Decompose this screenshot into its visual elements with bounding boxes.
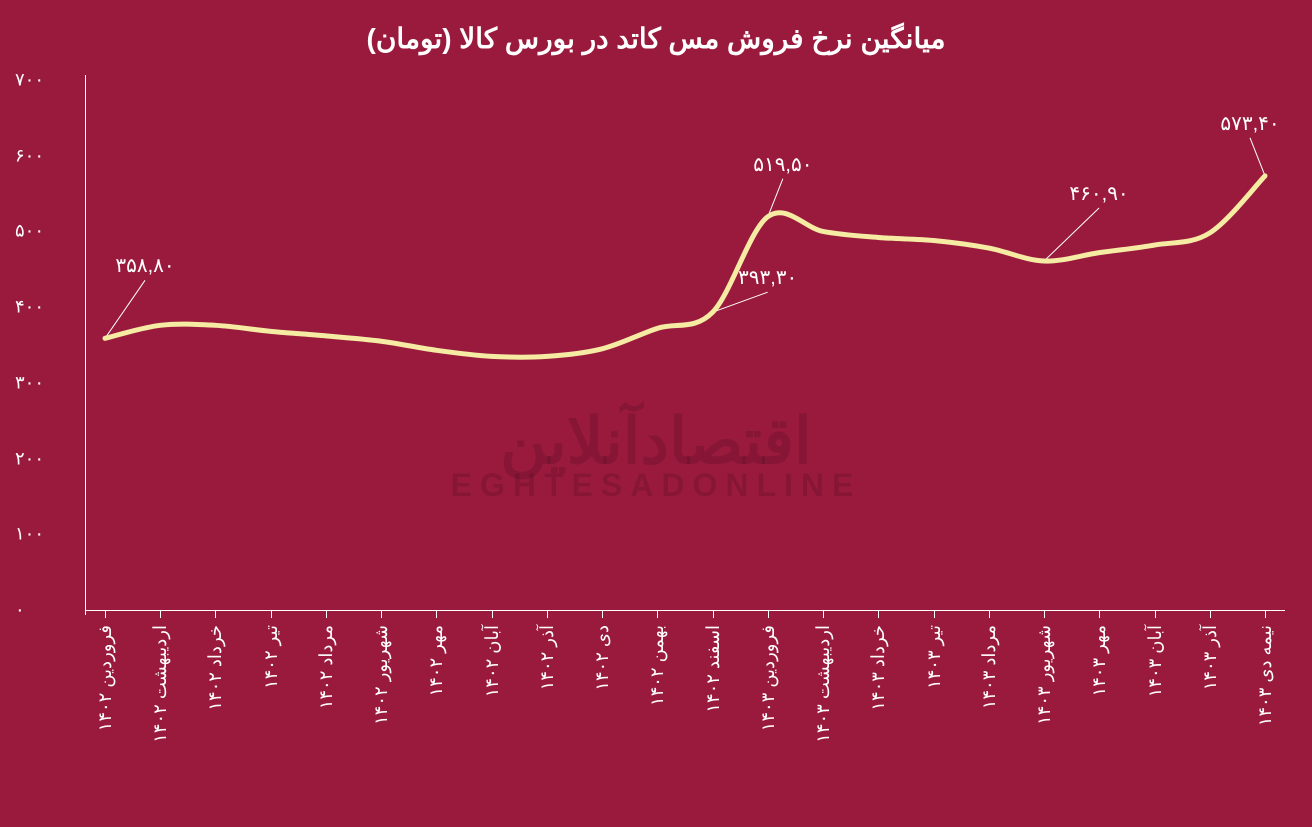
- x-tick-mark: [878, 610, 879, 618]
- x-tick-label: آبان ۱۴۰۳: [1144, 625, 1166, 697]
- data-point-label: ۴۶۰,۹۰: [1069, 181, 1128, 206]
- x-tick-label: تیر ۱۴۰۲: [260, 625, 282, 689]
- x-tick-mark: [160, 610, 161, 618]
- x-tick-label: اردیبهشت ۱۴۰۲: [149, 625, 171, 743]
- x-axis-line: [85, 610, 1285, 611]
- x-tick-mark: [602, 610, 603, 618]
- leader-line: [1250, 138, 1265, 176]
- x-tick-mark: [1155, 610, 1156, 618]
- x-tick-mark: [215, 610, 216, 618]
- x-tick-label: نیمه دی ۱۴۰۳: [1254, 625, 1276, 726]
- y-tick-label: ۲۰۰: [15, 448, 75, 469]
- x-tick-label: مرداد ۱۴۰۲: [315, 625, 337, 709]
- x-tick-label: آذر ۱۴۰۲: [536, 625, 558, 690]
- x-tick-label: اسفند ۱۴۰۲: [702, 625, 724, 713]
- y-tick-label: ۳۰۰: [15, 372, 75, 393]
- y-tick-label: ۰: [15, 600, 75, 621]
- x-tick-mark: [1210, 610, 1211, 618]
- x-tick-mark: [713, 610, 714, 618]
- x-tick-mark: [768, 610, 769, 618]
- x-tick-label: آذر ۱۴۰۳: [1199, 625, 1221, 690]
- x-tick-label: خرداد ۱۴۰۳: [867, 625, 889, 711]
- y-tick-label: ۵۰۰: [15, 221, 75, 242]
- line-chart-svg: [85, 80, 1285, 610]
- data-point-label: ۵۱۹,۵۰: [753, 152, 812, 177]
- x-tick-mark: [1099, 610, 1100, 618]
- x-tick-mark: [381, 610, 382, 618]
- data-point-label: ۵۷۳,۴۰: [1220, 111, 1279, 136]
- x-tick-label: اردیبهشت ۱۴۰۳: [812, 625, 834, 743]
- x-tick-mark: [823, 610, 824, 618]
- x-tick-label: مهر ۱۴۰۲: [425, 625, 447, 697]
- data-point-label: ۳۹۳,۳۰: [738, 265, 797, 290]
- y-tick-label: ۷۰۰: [15, 70, 75, 91]
- chart-container: میانگین نرخ فروش مس کاتد در بورس کالا (ت…: [0, 0, 1312, 827]
- y-tick-label: ۶۰۰: [15, 145, 75, 166]
- x-tick-label: خرداد ۱۴۰۲: [204, 625, 226, 711]
- x-tick-label: تیر ۱۴۰۳: [923, 625, 945, 689]
- y-tick-label: ۱۰۰: [15, 524, 75, 545]
- x-tick-mark: [1044, 610, 1045, 618]
- x-tick-mark: [657, 610, 658, 618]
- plot-area: ۷۰۰۶۰۰۵۰۰۴۰۰۳۰۰۲۰۰۱۰۰۰ فروردین ۱۴۰۲اردیب…: [85, 80, 1285, 610]
- x-tick-label: دی ۱۴۰۲: [591, 625, 613, 691]
- x-tick-mark: [1265, 610, 1266, 618]
- x-tick-mark: [326, 610, 327, 618]
- x-tick-mark: [105, 610, 106, 618]
- chart-title: میانگین نرخ فروش مس کاتد در بورس کالا (ت…: [0, 22, 1312, 55]
- x-tick-mark: [934, 610, 935, 618]
- x-tick-mark: [547, 610, 548, 618]
- x-tick-label: مهر ۱۴۰۳: [1088, 625, 1110, 697]
- x-tick-label: شهریور ۱۴۰۲: [370, 625, 392, 725]
- x-tick-mark: [989, 610, 990, 618]
- x-tick-label: مرداد ۱۴۰۳: [978, 625, 1000, 709]
- x-tick-label: بهمن ۱۴۰۲: [646, 625, 668, 706]
- x-tick-label: آبان ۱۴۰۲: [481, 625, 503, 697]
- data-point-label: ۳۵۸,۸۰: [115, 253, 174, 278]
- x-tick-mark: [271, 610, 272, 618]
- x-tick-mark: [492, 610, 493, 618]
- x-tick-label: شهریور ۱۴۰۳: [1033, 625, 1055, 725]
- x-tick-label: فروردین ۱۴۰۲: [94, 625, 116, 731]
- x-tick-mark: [436, 610, 437, 618]
- x-tick-label: فروردین ۱۴۰۳: [757, 625, 779, 731]
- y-tick-label: ۴۰۰: [15, 297, 75, 318]
